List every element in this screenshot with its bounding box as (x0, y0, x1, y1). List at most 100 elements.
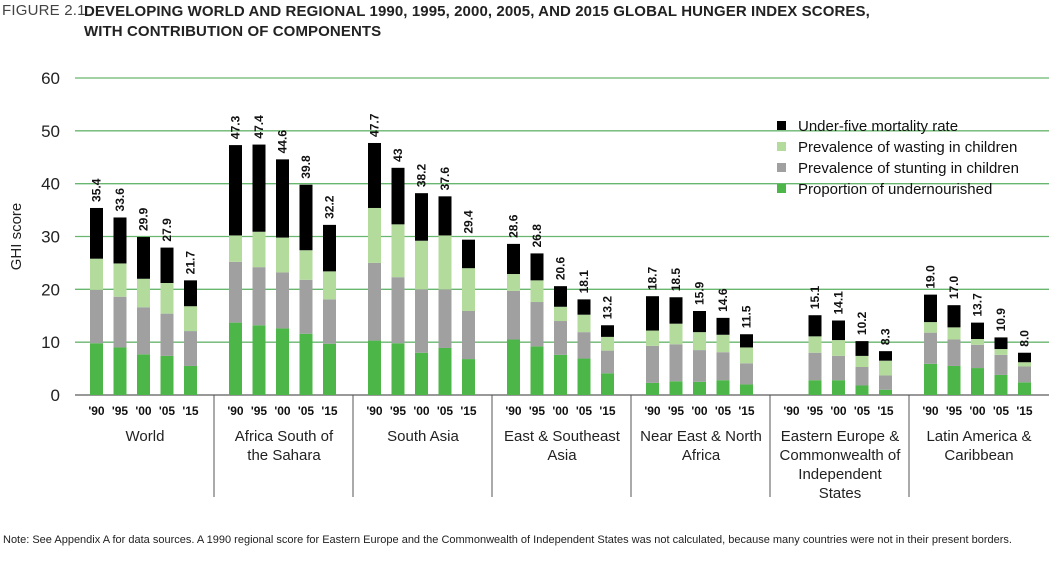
year-tick-label: '15 (1016, 404, 1033, 418)
total-score-label: 27.9 (160, 218, 174, 242)
year-tick-label: '15 (182, 404, 199, 418)
bar-segment (160, 313, 174, 356)
bar-segment (646, 330, 659, 346)
bar-segment (299, 333, 313, 395)
year-tick-label: '95 (251, 404, 268, 418)
year-tick-label: '15 (738, 404, 755, 418)
bar-segment (646, 345, 659, 383)
legend-swatch (777, 142, 786, 151)
total-score-label: 13.7 (971, 293, 985, 317)
bar-segment (879, 360, 892, 376)
y-tick-label: 60 (41, 69, 60, 88)
figure-title-line-1: DEVELOPING WORLD AND REGIONAL 1990, 1995… (84, 3, 870, 20)
bar-segment (577, 358, 591, 395)
bar-segment (554, 306, 567, 322)
legend-entry: Prevalence of stunting in children (798, 160, 1019, 177)
total-score-label: 15.1 (808, 286, 822, 310)
total-score-label: 14.1 (832, 291, 846, 315)
bar-segment (832, 320, 845, 341)
year-tick-label: '05 (993, 404, 1010, 418)
legend: Under-five mortality rate Prevalence of w… (777, 118, 1019, 198)
bar-group: 19.0 17.0 13.7 10.9 8.0 (924, 265, 1032, 395)
region-label: Independent (798, 466, 882, 483)
bar-segment (184, 331, 197, 366)
bar-segment (832, 380, 845, 395)
bar-segment (90, 207, 103, 259)
y-tick-label: 10 (41, 333, 60, 352)
bar-segment (855, 341, 869, 356)
year-tick-label: '90 (227, 404, 244, 418)
legend-entry: Proportion of undernourished (798, 181, 992, 198)
bar-segment (577, 332, 591, 359)
bar-group: 28.6 26.8 20.6 18.1 13.2 (507, 214, 615, 395)
bar-segment (716, 380, 730, 395)
bar-segment (229, 235, 242, 262)
bar-segment (184, 280, 197, 307)
bar-segment (947, 305, 961, 328)
bar-segment (90, 289, 103, 344)
total-score-label: 39.8 (299, 155, 313, 179)
bar-segment (832, 355, 845, 381)
year-tick-label: '90 (783, 404, 800, 418)
bar-segment (160, 355, 174, 395)
region-label: Africa (682, 447, 721, 464)
bar-segment (530, 253, 544, 281)
bar-segment (693, 332, 706, 351)
total-score-label: 26.8 (530, 224, 544, 248)
total-score-label: 19.0 (924, 265, 938, 289)
total-score-label: 32.2 (323, 195, 337, 219)
legend-swatch (777, 121, 786, 130)
year-tick-label: '00 (691, 404, 708, 418)
total-score-label: 37.6 (438, 167, 452, 191)
footnote: Note: See Appendix A for data sources. A… (3, 534, 1012, 546)
total-score-label: 35.4 (90, 178, 104, 202)
bar-segment (669, 381, 683, 395)
bar-segment (507, 290, 520, 340)
bar-segment (601, 373, 614, 395)
year-tick-label: '05 (437, 404, 454, 418)
bar-group: 15.1 14.1 10.2 8.3 (808, 286, 893, 395)
figure-label: FIGURE 2.1 (2, 2, 86, 19)
bar-group: 47.7 43 38.2 37.6 29.4 (368, 113, 476, 395)
bar-segment (554, 286, 567, 307)
bar-segment (716, 334, 730, 353)
year-tick-label: '95 (807, 404, 824, 418)
bar-segment (716, 317, 730, 335)
bar-segment (1018, 366, 1031, 383)
bar-segment (415, 193, 428, 241)
year-tick-label: '90 (922, 404, 939, 418)
y-tick-label: 0 (51, 386, 60, 405)
bar-segment (1018, 362, 1031, 367)
bar-segment (438, 347, 452, 395)
total-score-label: 14.6 (716, 288, 730, 312)
bar-segment (462, 359, 475, 395)
bar-segment (924, 294, 937, 323)
year-tick-label: '90 (88, 404, 105, 418)
total-score-label: 10.9 (994, 308, 1008, 332)
total-score-label: 47.4 (252, 115, 266, 139)
bar-segment (276, 328, 289, 395)
bar-segment (530, 302, 544, 347)
total-score-label: 11.5 (740, 305, 754, 328)
region-label: World (126, 428, 165, 445)
total-score-label: 47.7 (368, 113, 382, 137)
year-tick-label: '05 (854, 404, 871, 418)
y-tick-label: 20 (41, 280, 60, 299)
bar-segment (507, 243, 520, 275)
bar-segment (323, 343, 336, 395)
total-score-label: 13.2 (601, 296, 615, 320)
year-tick-label: '90 (644, 404, 661, 418)
bar-segment (323, 299, 336, 344)
total-score-label: 17.0 (947, 276, 961, 300)
bar-segment (879, 375, 892, 390)
total-score-label: 29.4 (462, 210, 476, 234)
bar-segment (947, 339, 961, 366)
region-label: Asia (547, 447, 577, 464)
total-score-label: 44.6 (276, 130, 290, 154)
total-score-label: 18.5 (669, 268, 683, 292)
bar-segment (137, 354, 150, 395)
bar-segment (229, 261, 242, 323)
bar-segment (530, 280, 544, 303)
year-tick-label: '90 (366, 404, 383, 418)
bar-segment (299, 184, 313, 251)
